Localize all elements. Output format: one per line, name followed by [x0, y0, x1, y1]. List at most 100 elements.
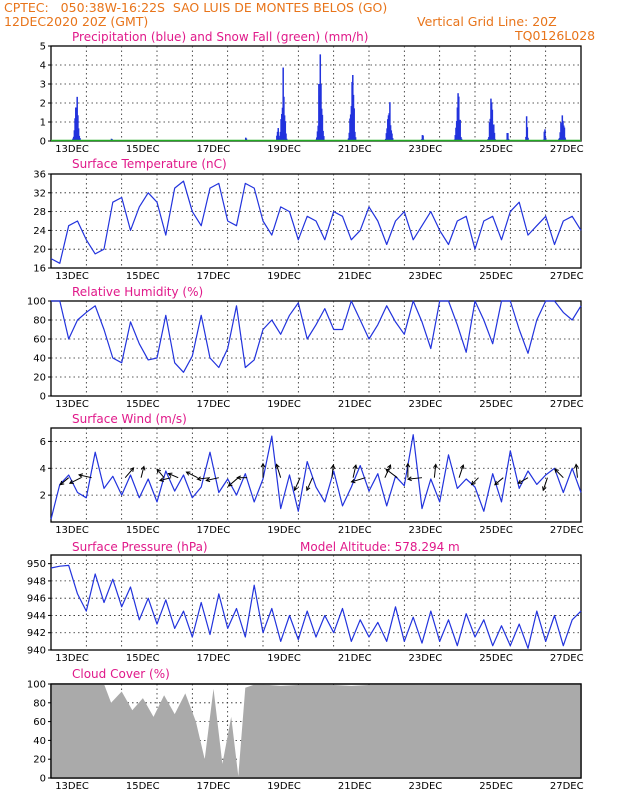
wind-arrow-head — [352, 464, 358, 470]
cloud-ytick-label: 60 — [33, 717, 46, 728]
wind-arrow-head — [460, 464, 465, 470]
temp-xtick-label: 27DEC — [550, 271, 584, 282]
wind-arrow — [407, 477, 423, 480]
precip-xtick-label: 23DEC — [409, 144, 443, 155]
temp-xtick-label: 17DEC — [197, 271, 231, 282]
temp-frame — [50, 173, 582, 269]
wind-arrow — [385, 468, 398, 479]
wind-xtick-label: 19DEC — [267, 525, 301, 536]
wind-arrow-head — [387, 464, 392, 470]
cloud-xtick-label: 23DEC — [409, 781, 443, 792]
header-model-code: TQ0126L028 — [515, 28, 596, 43]
wind-arrow-head — [350, 478, 356, 484]
wind-arrow — [159, 477, 172, 481]
wind-arrow-head — [260, 462, 266, 468]
wind-xtick-label: 13DEC — [55, 525, 89, 536]
pres-line — [50, 564, 582, 649]
rh-xtick-label: 23DEC — [409, 399, 443, 410]
wind-arrow — [124, 467, 134, 479]
wind-arrow — [458, 464, 464, 478]
wind-xtick-label: 27DEC — [550, 525, 584, 536]
cloud-xtick-label: 15DEC — [126, 781, 160, 792]
rh-xtick-label: 13DEC — [55, 399, 89, 410]
wind-arrow-head — [140, 465, 146, 471]
wind-ytick-label: 4 — [40, 464, 46, 475]
pres-xtick-label: 15DEC — [126, 653, 160, 664]
rh-ytick-label: 80 — [33, 316, 46, 327]
precip-bar — [391, 138, 394, 141]
wind-arrow-head — [205, 477, 211, 483]
wind-arrow — [542, 477, 548, 491]
wind-arrow-head — [156, 468, 161, 474]
wind-arrow — [352, 464, 357, 478]
precip-bar — [458, 96, 460, 141]
wind-arrow — [78, 474, 92, 479]
wind-arrow — [384, 464, 391, 478]
precip-bar — [491, 109, 494, 141]
wind-xtick-label: 23DEC — [409, 525, 443, 536]
rh-line — [51, 300, 582, 373]
wind-arrow-head — [293, 486, 298, 492]
wind-arrow — [471, 477, 479, 486]
wind-arrow-head — [78, 473, 84, 478]
wind-arrow — [494, 477, 504, 486]
precip-ytick-label: 0 — [40, 137, 46, 148]
cloud-xtick-label: 21DEC — [338, 781, 372, 792]
cloud-xtick-label: 17DEC — [197, 781, 231, 792]
cloud-title: Cloud Cover (%) — [72, 667, 170, 681]
wind-xtick-label: 21DEC — [338, 525, 372, 536]
precip-ytick-label: 2 — [40, 99, 46, 110]
precip-bar — [563, 127, 566, 141]
temp-xtick-label: 21DEC — [338, 271, 372, 282]
wind-arrow-head — [227, 482, 233, 487]
pres-ytick-label: 940 — [27, 646, 46, 657]
wind-arrow-head — [433, 463, 438, 469]
pres-ytick-label: 942 — [27, 628, 46, 639]
wind-arrow — [186, 471, 198, 479]
pres-frame — [50, 554, 582, 651]
cloud-frame-top — [50, 683, 582, 779]
temp-ytick-label: 20 — [33, 245, 46, 256]
wind-arrow-head — [306, 486, 311, 492]
wind-arrow — [433, 464, 437, 478]
precip-bar — [354, 131, 356, 141]
rh-frame — [50, 300, 582, 397]
wind-arrow-head — [59, 480, 65, 486]
precip-bar — [77, 115, 79, 141]
wind-arrow — [228, 477, 239, 487]
pres-xtick-label: 25DEC — [479, 653, 513, 664]
rh-xtick-label: 27DEC — [550, 399, 584, 410]
wind-arrow — [351, 477, 366, 483]
wind-ytick-label: 2 — [40, 491, 46, 502]
precip-bar — [493, 124, 495, 141]
wind-arrow-head — [68, 479, 74, 484]
pres-xtick-label: 13DEC — [55, 653, 89, 664]
wind-arrow — [575, 464, 578, 478]
wind-arrow — [140, 466, 145, 478]
wind-arrow-head — [158, 477, 164, 482]
temp-xtick-label: 15DEC — [126, 271, 160, 282]
wind-arrow-head — [470, 480, 476, 486]
wind-arrow — [331, 465, 334, 478]
wind-arrow — [275, 464, 282, 478]
precip-xtick-label: 19DEC — [267, 144, 301, 155]
header-line1: CPTEC: 050:38W-16:22S SAO LUIS DE MONTES… — [4, 0, 388, 15]
wind-arrow-head — [494, 480, 499, 486]
temp-ytick-label: 32 — [33, 188, 46, 199]
wind-arrow-head — [129, 467, 135, 472]
temp-ytick-label: 28 — [33, 207, 46, 218]
precip-bar — [564, 137, 566, 141]
precip-bar — [422, 135, 424, 141]
header-date: 12DEC2020 20Z (GMT) — [4, 14, 149, 29]
wind-arrow — [59, 477, 69, 486]
wind-arrow — [554, 468, 564, 479]
pres-xtick-label: 19DEC — [267, 653, 301, 664]
temp-xtick-label: 23DEC — [409, 271, 443, 282]
cloud-xtick-label: 27DEC — [550, 781, 584, 792]
wind-arrow-head — [185, 471, 191, 476]
precip-bar — [285, 133, 287, 141]
precip-bar — [77, 128, 80, 141]
wind-arrow — [168, 473, 179, 479]
cloud-ytick-label: 100 — [27, 680, 46, 691]
